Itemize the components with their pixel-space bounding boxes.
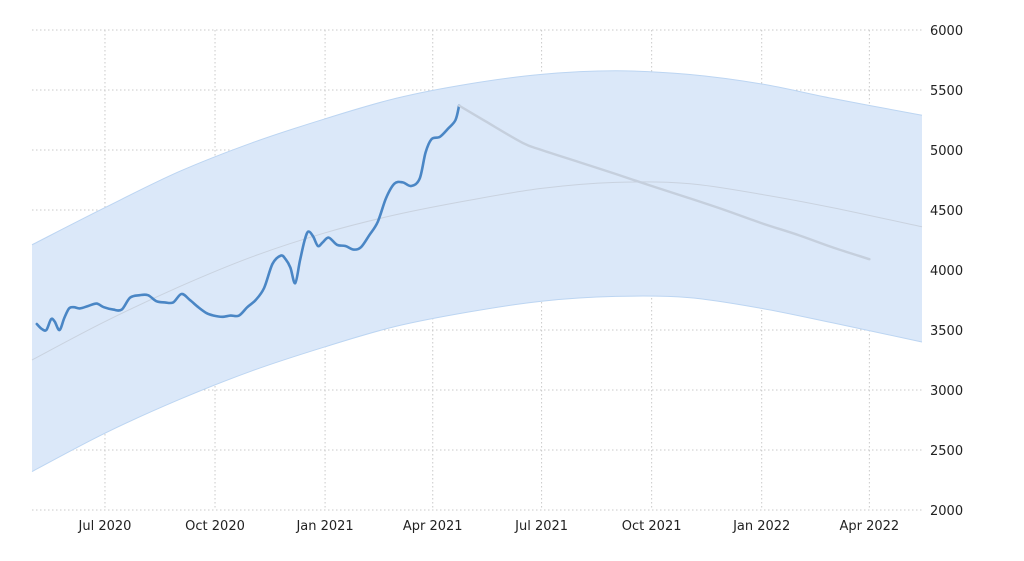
x-tick-label: Oct 2020 (185, 519, 245, 534)
y-tick-label: 5000 (930, 144, 963, 159)
y-tick-label: 3500 (930, 324, 963, 339)
y-axis: 2000 2500 3000 3500 4000 4500 5000 5500 6000 (930, 24, 963, 519)
x-tick-label: Jan 2021 (295, 519, 353, 534)
x-tick-label: Jul 2021 (514, 519, 568, 534)
y-tick-label: 4000 (930, 264, 963, 279)
x-tick-label: Apr 2022 (840, 519, 900, 534)
y-tick-label: 4500 (930, 204, 963, 219)
y-tick-label: 2000 (930, 504, 963, 519)
x-tick-label: Apr 2021 (403, 519, 463, 534)
x-tick-label: Oct 2021 (622, 519, 682, 534)
y-tick-label: 5500 (930, 84, 963, 99)
x-axis: Jul 2020 Oct 2020 Jan 2021 Apr 2021 Jul 2021… (78, 519, 900, 534)
band-area (32, 70, 922, 472)
confidence-band (31, 70, 923, 473)
band-upper-edge (31, 70, 923, 246)
series-layer (35, 104, 871, 332)
x-tick-label: Jul 2020 (78, 519, 132, 534)
y-tick-label: 3000 (930, 384, 963, 399)
y-tick-label: 2500 (930, 444, 963, 459)
band-lower-edge (31, 295, 923, 473)
trend-line (31, 181, 923, 361)
y-tick-label: 6000 (930, 24, 963, 39)
actual-series-line (35, 104, 461, 332)
x-tick-label: Jan 2022 (732, 519, 790, 534)
forecast-series-line (457, 104, 871, 261)
